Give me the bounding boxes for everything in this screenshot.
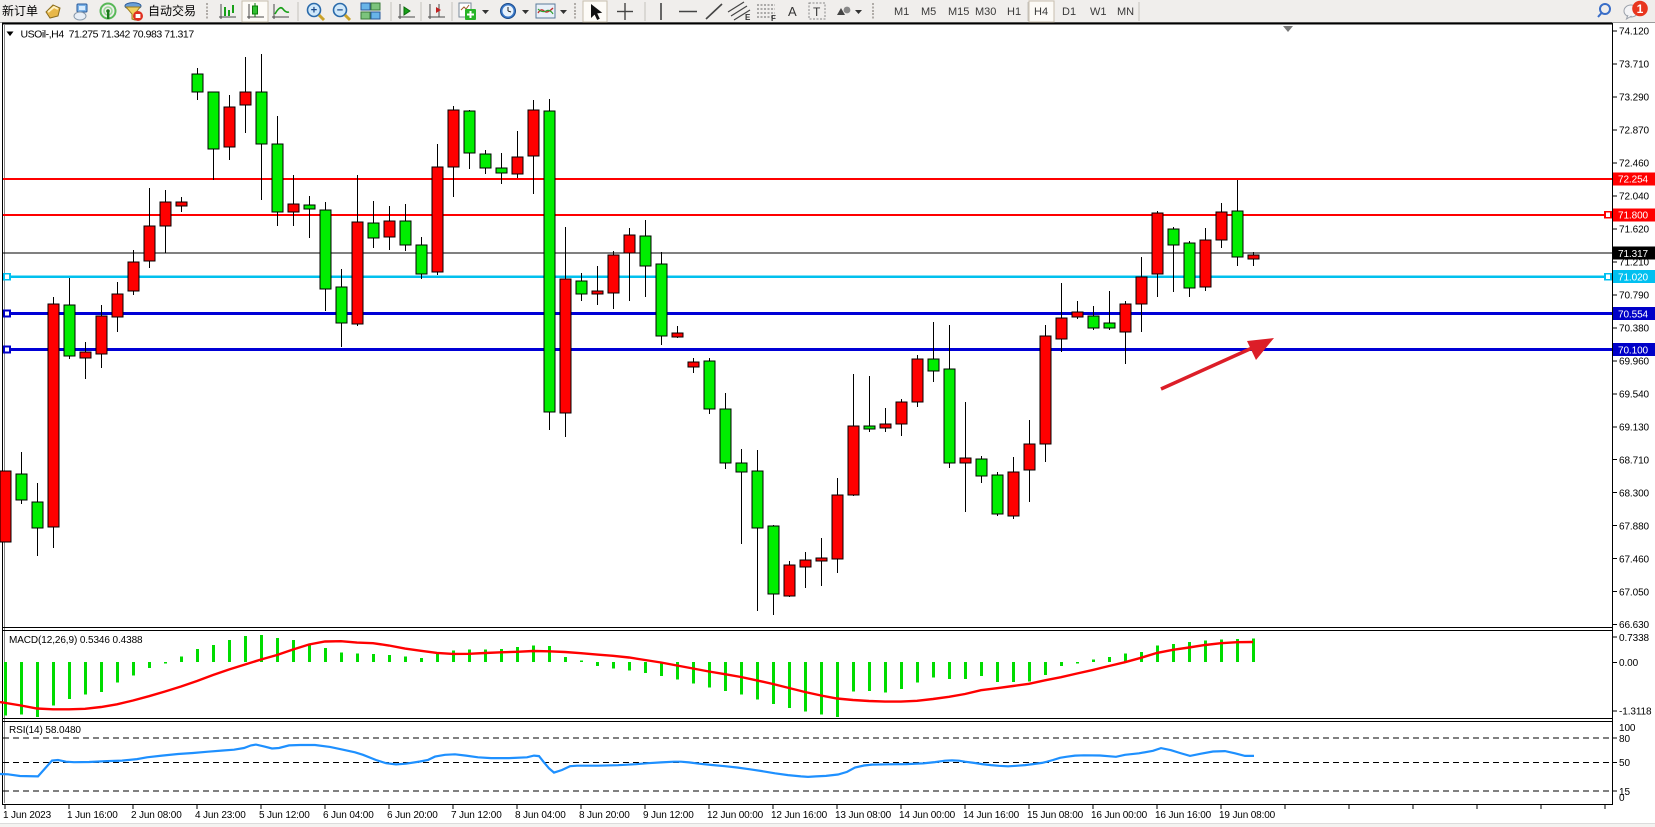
svg-text:6 Jun 04:00: 6 Jun 04:00 (323, 810, 374, 821)
svg-text:68.300: 68.300 (1619, 488, 1650, 499)
svg-text:5 Jun 12:00: 5 Jun 12:00 (259, 810, 310, 821)
svg-text:16 Jun 16:00: 16 Jun 16:00 (1155, 810, 1212, 821)
svg-text:15 Jun 08:00: 15 Jun 08:00 (1027, 810, 1084, 821)
svg-text:70.100: 70.100 (1618, 345, 1649, 356)
svg-text:新订单: 新订单 (2, 3, 38, 18)
svg-text:71.800: 71.800 (1618, 211, 1649, 222)
svg-text:A: A (788, 4, 797, 19)
svg-text:67.050: 67.050 (1619, 587, 1650, 598)
svg-text:73.710: 73.710 (1619, 60, 1650, 71)
svg-text:71.317: 71.317 (1618, 249, 1649, 260)
svg-text:0: 0 (1619, 793, 1625, 804)
svg-text:67.880: 67.880 (1619, 521, 1650, 532)
svg-text:H1: H1 (1007, 6, 1021, 18)
svg-text:69.540: 69.540 (1619, 389, 1650, 400)
svg-text:69.960: 69.960 (1619, 356, 1650, 367)
svg-text:66.630: 66.630 (1619, 620, 1650, 631)
svg-text:72.040: 72.040 (1619, 192, 1650, 203)
svg-text:16 Jun 00:00: 16 Jun 00:00 (1091, 810, 1148, 821)
svg-text:19 Jun 08:00: 19 Jun 08:00 (1219, 810, 1276, 821)
svg-text:自动交易: 自动交易 (148, 3, 196, 18)
svg-text:8 Jun 20:00: 8 Jun 20:00 (579, 810, 630, 821)
svg-text:72.254: 72.254 (1618, 175, 1649, 186)
svg-text:H4: H4 (1034, 6, 1048, 18)
svg-text:74.120: 74.120 (1619, 27, 1650, 38)
svg-text:68.710: 68.710 (1619, 455, 1650, 466)
svg-text:D1: D1 (1062, 6, 1076, 18)
svg-text:M1: M1 (894, 6, 909, 18)
svg-text:8 Jun 04:00: 8 Jun 04:00 (515, 810, 566, 821)
svg-text:E: E (745, 13, 751, 22)
svg-text:70.554: 70.554 (1618, 309, 1649, 320)
svg-text:80: 80 (1619, 734, 1630, 745)
svg-text:12 Jun 00:00: 12 Jun 00:00 (707, 810, 764, 821)
svg-text:50: 50 (1619, 758, 1630, 769)
svg-text:−: − (337, 5, 343, 17)
svg-text:100: 100 (1619, 723, 1636, 734)
svg-text:71.620: 71.620 (1619, 225, 1650, 236)
svg-text:M15: M15 (948, 6, 969, 18)
svg-text:13 Jun 08:00: 13 Jun 08:00 (835, 810, 892, 821)
svg-text:71.210: 71.210 (1619, 258, 1650, 269)
svg-text:0.7338: 0.7338 (1619, 633, 1650, 644)
svg-text:+: + (311, 5, 317, 17)
svg-text:71.020: 71.020 (1618, 272, 1649, 283)
svg-text:6 Jun 20:00: 6 Jun 20:00 (387, 810, 438, 821)
svg-text:-1.3118: -1.3118 (1619, 706, 1652, 717)
svg-text:9 Jun 12:00: 9 Jun 12:00 (643, 810, 694, 821)
svg-text:69.130: 69.130 (1619, 422, 1650, 433)
svg-text:12 Jun 16:00: 12 Jun 16:00 (771, 810, 828, 821)
svg-text:14 Jun 16:00: 14 Jun 16:00 (963, 810, 1020, 821)
svg-text:1 Jun 16:00: 1 Jun 16:00 (67, 810, 118, 821)
svg-text:72.460: 72.460 (1619, 159, 1650, 170)
svg-text:67.460: 67.460 (1619, 554, 1650, 565)
svg-text:M5: M5 (921, 6, 936, 18)
svg-text:73.290: 73.290 (1619, 93, 1650, 104)
svg-text:15: 15 (1619, 787, 1630, 798)
svg-text:MACD(12,26,9) 0.5346 0.4388: MACD(12,26,9) 0.5346 0.4388 (9, 635, 143, 646)
svg-text:14 Jun 00:00: 14 Jun 00:00 (899, 810, 956, 821)
svg-text:M30: M30 (975, 6, 996, 18)
svg-text:T: T (813, 5, 821, 19)
svg-text:2 Jun 08:00: 2 Jun 08:00 (131, 810, 182, 821)
svg-text:RSI(14) 58.0480: RSI(14) 58.0480 (9, 725, 81, 736)
svg-text:70.380: 70.380 (1619, 323, 1650, 334)
svg-text:USOil-,H4 71.275 71.342 70.98: USOil-,H4 71.275 71.342 70.983 71.317 (21, 28, 195, 40)
svg-text:W1: W1 (1090, 6, 1107, 18)
svg-text:MN: MN (1117, 6, 1134, 18)
svg-text:72.870: 72.870 (1619, 126, 1650, 137)
svg-text:0.00: 0.00 (1619, 658, 1639, 669)
svg-text:4 Jun 23:00: 4 Jun 23:00 (195, 810, 246, 821)
svg-text:1: 1 (1637, 2, 1644, 16)
svg-text:F: F (771, 14, 776, 23)
svg-text:7 Jun 12:00: 7 Jun 12:00 (451, 810, 502, 821)
svg-text:1 Jun 2023: 1 Jun 2023 (3, 810, 52, 821)
svg-text:70.790: 70.790 (1619, 290, 1650, 301)
